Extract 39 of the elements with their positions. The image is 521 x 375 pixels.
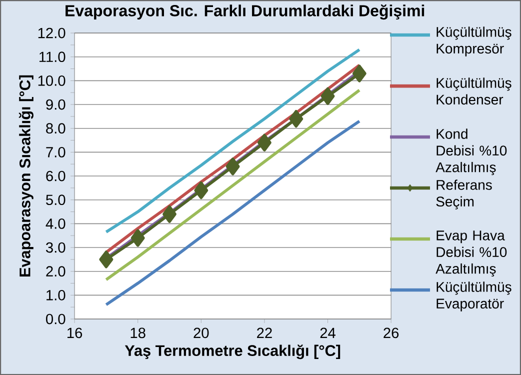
x-tick-label: 20 xyxy=(194,328,209,338)
point xyxy=(226,158,240,176)
line-series xyxy=(104,48,361,234)
y-tick-label: 1.0 xyxy=(46,290,66,300)
x-tick-label: 26 xyxy=(384,328,399,338)
legend-label: Kond Debisi %10 Azaltılmış xyxy=(436,128,507,176)
x-axis-title: Yaş Termometre Sıcaklığı [°C] xyxy=(124,344,340,360)
y-tick-label: 8.0 xyxy=(46,123,66,134)
legend-label: Referans Seçim xyxy=(436,180,492,210)
y-tick-label: 10.0 xyxy=(38,76,66,86)
y-tick-label: 2.0 xyxy=(46,266,66,277)
y-tick-label: 3.0 xyxy=(46,242,66,253)
point xyxy=(99,250,114,268)
y-tick-label: 11.0 xyxy=(39,52,66,62)
legend-label: Evap Hava Debisi %10 Azaltılmış xyxy=(436,230,507,277)
legend-label: Küçültülmüş Kondenser xyxy=(436,78,512,105)
chart-title: Evaporasyon Sıc. Farklı Durumlardaki Değişimi xyxy=(66,4,424,20)
y-tick-label: 0.0 xyxy=(46,314,66,324)
x-tick-label: 22 xyxy=(257,328,272,338)
legend-label: Küçültülmüş Kompresör xyxy=(436,26,512,56)
x-tick-label: 24 xyxy=(320,328,336,338)
point xyxy=(320,87,335,105)
point xyxy=(194,182,208,200)
y-tick-label: 4.0 xyxy=(46,218,66,229)
y-tick-label: 12.0 xyxy=(38,28,66,38)
y-tick-label: 7.0 xyxy=(46,147,66,158)
y-tick-label: 5.0 xyxy=(46,194,66,206)
point xyxy=(289,110,304,128)
point xyxy=(352,64,366,82)
y-tick-label: 6.0 xyxy=(46,170,66,182)
point xyxy=(162,205,176,223)
legend-label: Küçültülmüş Evaporatör xyxy=(436,282,512,312)
point xyxy=(130,229,145,247)
y-tick-label: 9.0 xyxy=(46,99,66,110)
x-tick-label: 16 xyxy=(67,328,82,338)
y-axis-title: Evapoarasyon Sıcaklığı [°C] xyxy=(18,75,34,276)
line-series xyxy=(104,120,361,306)
point xyxy=(257,134,272,152)
x-tick-label: 18 xyxy=(130,328,146,338)
